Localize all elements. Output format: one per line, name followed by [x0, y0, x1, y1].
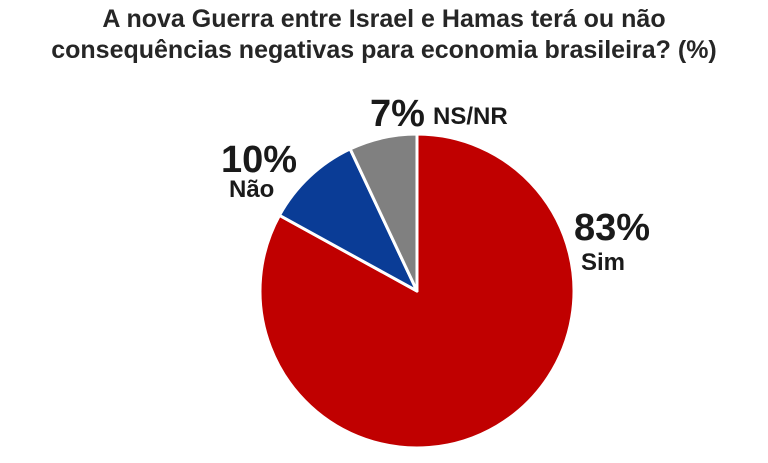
chart-title-line-2: consequências negativas para economia br… — [51, 36, 717, 64]
pie-slice-category-label: Não — [229, 176, 274, 203]
chart-title: A nova Guerra entre Israel e Hamas terá … — [0, 4, 768, 66]
pie-slice-percent-label: 7% — [370, 93, 425, 135]
pie-slice-category-label: NS/NR — [433, 103, 508, 130]
pie-slice-percent-label: 10% — [221, 139, 297, 181]
pie-slice-ns-nr — [348, 132, 419, 293]
pie-slice-percent-label: 83% — [574, 207, 650, 249]
pie-slice-category-label: Sim — [581, 249, 625, 276]
pie-slice-n-o — [277, 147, 419, 293]
chart-title-line-1: A nova Guerra entre Israel e Hamas terá … — [102, 5, 666, 33]
